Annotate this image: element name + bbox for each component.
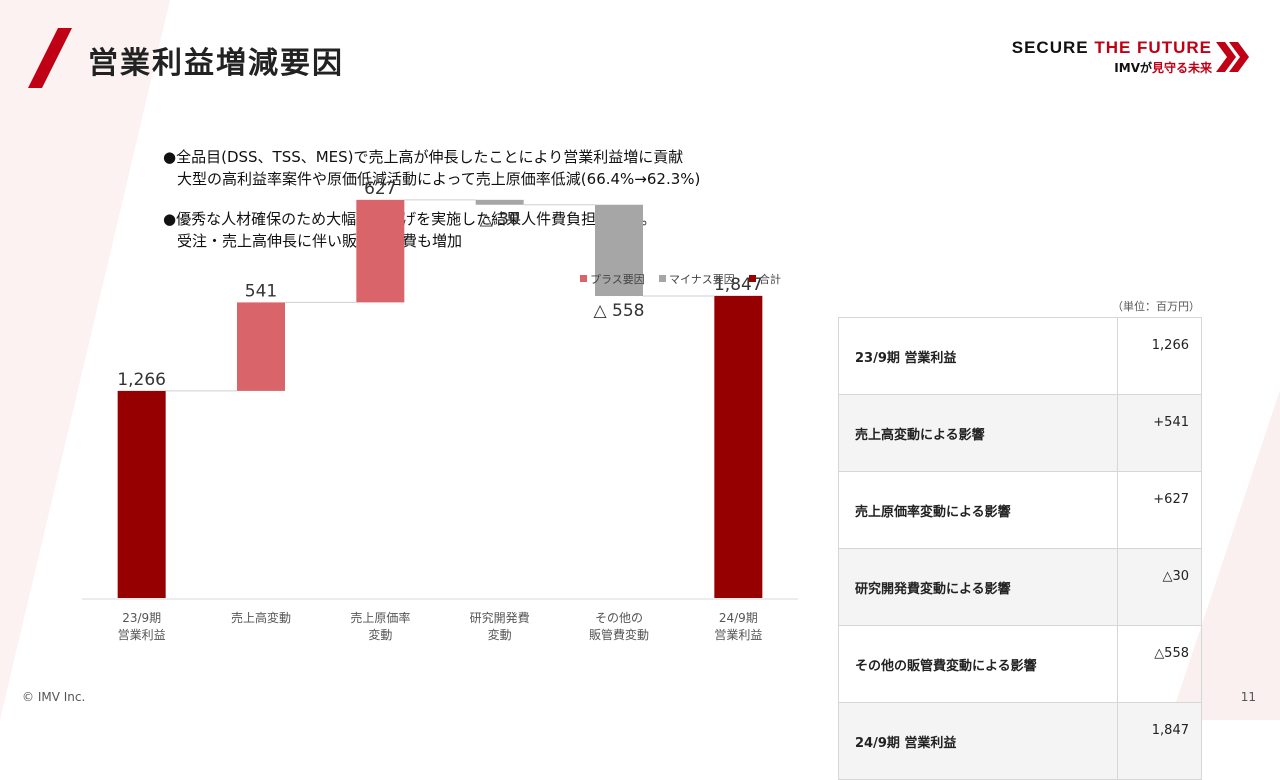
data-label: 541	[245, 281, 277, 301]
logo-subtagline: IMVが見守る未来	[1012, 59, 1212, 76]
table-row: 24/9期 営業利益 1,847	[838, 702, 1202, 780]
tick-label: 売上高変動	[231, 610, 291, 625]
logo-tagline-part1: SECURE	[1011, 38, 1095, 57]
background-decoration-left	[0, 0, 170, 720]
bar-plus	[237, 302, 285, 391]
legend-label: マイナス要因	[669, 273, 735, 286]
logo-tagline: SECURE THE FUTURE	[1012, 38, 1212, 58]
tick-label: 営業利益	[714, 628, 762, 642]
bullet-line: ●全品目(DSS、TSS、MES)で売上高が伸長したことにより営業利益増に貢献	[163, 148, 684, 166]
double-chevron-icon	[1216, 42, 1249, 72]
table-cell-label: その他の販管費変動による影響	[838, 625, 1118, 703]
table-row: 23/9期 営業利益 1,266	[838, 317, 1202, 395]
table-cell-value: 1,266	[1117, 317, 1202, 395]
bullet-line: ●優秀な人材確保のため大幅な賃上げを実施した結果人件費負担が増加。	[163, 210, 657, 228]
table-row: 売上原価率変動による影響 +627	[838, 471, 1202, 549]
table-row: 売上高変動による影響 +541	[838, 394, 1202, 472]
table-cell-value: +627	[1117, 471, 1202, 549]
legend-swatch	[580, 275, 587, 282]
tick-label: 売上原価率	[350, 610, 410, 625]
bullet-line: 大型の高利益率案件や原価低減活動によって売上原価率低減(66.4%→62.3%)	[177, 170, 701, 188]
summary-table: 23/9期 営業利益 1,266 売上高変動による影響 +541 売上原価率変動…	[838, 317, 1202, 780]
tick-label: 販管費変動	[589, 627, 649, 642]
legend-label: プラス要因	[590, 273, 645, 286]
summary-bullets: ●全品目(DSS、TSS、MES)で売上高が伸長したことにより営業利益増に貢献 …	[163, 146, 700, 270]
data-label: 1,847	[714, 275, 763, 295]
logo-tagline-part2: THE FUTURE	[1094, 38, 1212, 57]
data-label: △ 558	[594, 301, 645, 321]
unit-note: （単位：百万円）	[1112, 300, 1200, 313]
table-cell-value: 1,847	[1117, 702, 1202, 780]
tick-label: 変動	[368, 627, 392, 642]
page-title: 営業利益増減要因	[88, 46, 344, 81]
legend-swatch	[659, 275, 666, 282]
tick-label: 研究開発費	[470, 610, 530, 625]
tick-label: 変動	[488, 627, 512, 642]
bar-total	[714, 295, 763, 598]
logo-subtagline-part2: 見守る未来	[1151, 61, 1212, 75]
table-cell-value: △558	[1117, 625, 1202, 703]
table-cell-label: 23/9期 営業利益	[838, 317, 1118, 395]
bullet-item: ●全品目(DSS、TSS、MES)で売上高が伸長したことにより営業利益増に貢献 …	[163, 146, 700, 190]
bullet-line: 受注・売上高伸長に伴い販売管理費も増加	[177, 232, 463, 250]
tick-label: その他の	[595, 611, 643, 625]
table-cell-value: +541	[1117, 394, 1202, 472]
table-row: その他の販管費変動による影響 △558	[838, 625, 1202, 703]
copyright: © IMV Inc.	[22, 690, 86, 704]
tick-label: 24/9期	[719, 611, 758, 625]
table-cell-value: △30	[1117, 548, 1202, 626]
logo-subtagline-part1: IMVが	[1114, 61, 1152, 75]
company-logo: SECURE THE FUTURE IMVが見守る未来	[1012, 38, 1250, 76]
bullet-item: ●優秀な人材確保のため大幅な賃上げを実施した結果人件費負担が増加。 受注・売上高…	[163, 208, 700, 252]
table-cell-label: 研究開発費変動による影響	[838, 548, 1118, 626]
table-cell-label: 24/9期 営業利益	[838, 702, 1118, 780]
legend-label: 合計	[759, 272, 781, 286]
legend-swatch	[749, 275, 756, 282]
table-cell-label: 売上原価率変動による影響	[838, 471, 1118, 549]
table-row: 研究開発費変動による影響 △30	[838, 548, 1202, 626]
title-slash-icon	[28, 28, 72, 88]
table-cell-label: 売上高変動による影響	[838, 394, 1118, 472]
page-number: 11	[1240, 690, 1256, 704]
